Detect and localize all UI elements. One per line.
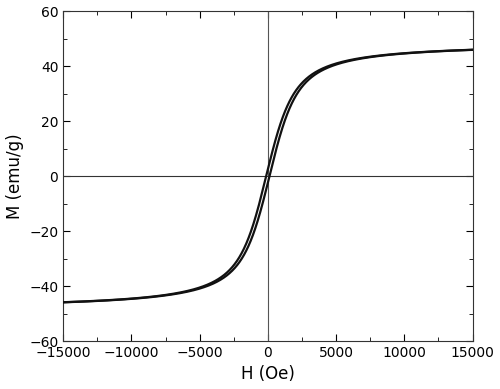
Y-axis label: M (emu/g): M (emu/g) bbox=[6, 133, 24, 219]
X-axis label: H (Oe): H (Oe) bbox=[241, 365, 295, 384]
